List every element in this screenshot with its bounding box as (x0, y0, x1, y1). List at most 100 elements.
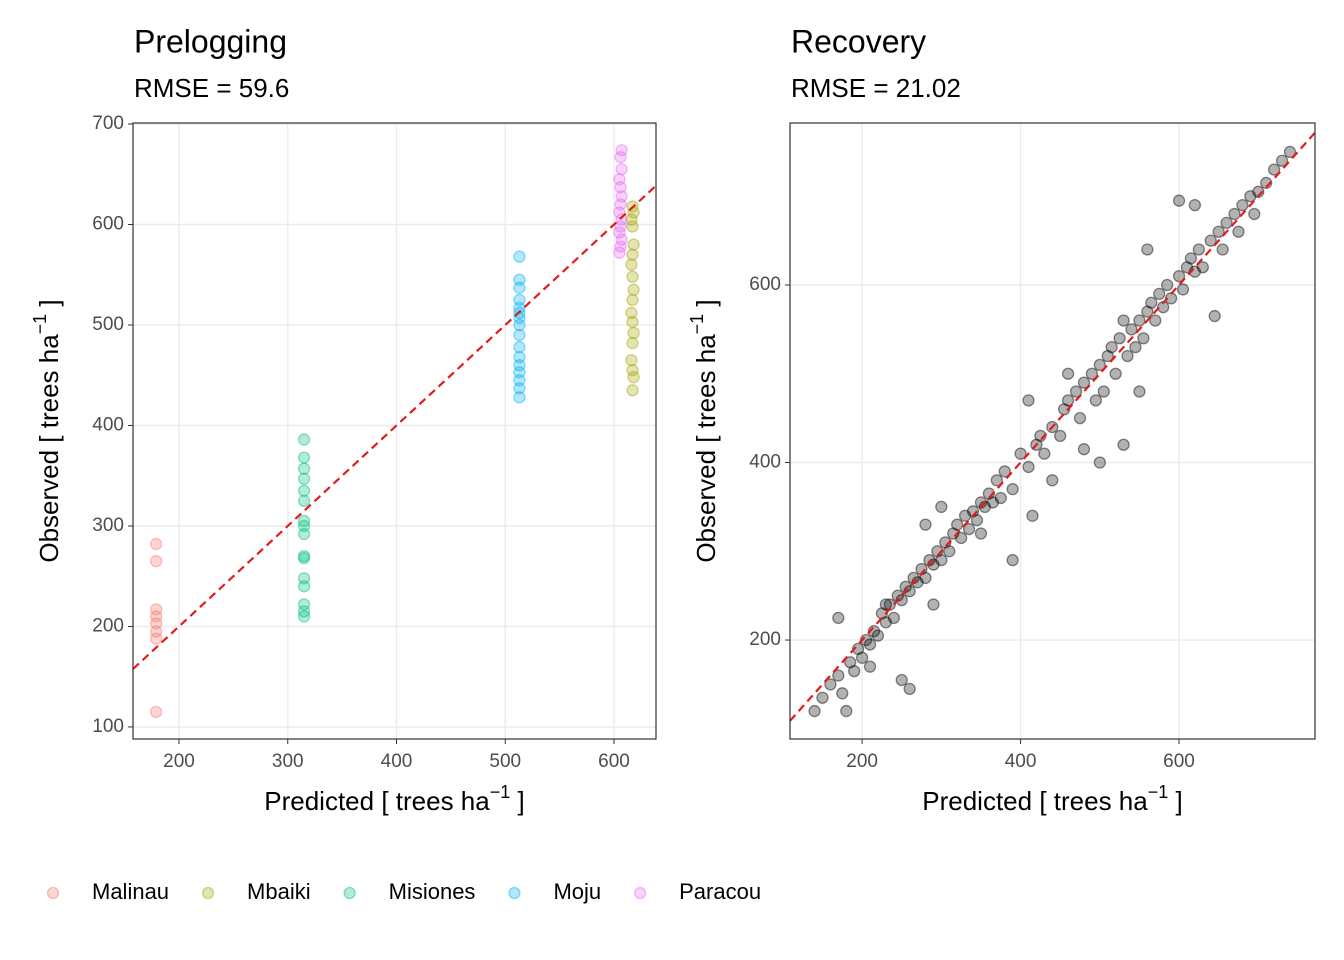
point (808, 704, 821, 718)
plot-border (132, 122, 657, 740)
point (513, 391, 526, 404)
point (824, 678, 837, 691)
point (1188, 198, 1202, 212)
point (994, 491, 1007, 505)
point (962, 522, 976, 536)
point (832, 611, 845, 624)
x-axis-title: Predicted [ trees ha−1 ] (264, 782, 524, 816)
point (513, 350, 526, 364)
point (970, 514, 984, 527)
point (614, 198, 627, 211)
panel: Recovery RMSE = 21.02 200 400 600 200 400 600 Pr… (687, 23, 1316, 816)
x-axis-title-sup: −1 (1148, 782, 1169, 802)
x-tick-label: 400 (381, 751, 413, 772)
point (615, 143, 628, 157)
point (627, 326, 640, 340)
point (150, 705, 163, 719)
point (615, 190, 628, 203)
y-tick-label: 400 (92, 414, 124, 435)
point (951, 518, 964, 531)
point (1176, 283, 1190, 296)
point (626, 220, 639, 233)
point (297, 462, 311, 475)
y-tick-label: 300 (92, 515, 124, 536)
point (1093, 358, 1106, 372)
y-tick-label: 400 (749, 452, 781, 473)
point (887, 611, 900, 624)
point (1077, 443, 1091, 456)
y-axis-title-sup: −1 (687, 314, 707, 335)
point (1145, 296, 1158, 309)
y-axis-title-sup: −1 (30, 314, 50, 335)
point (1153, 287, 1166, 301)
point (935, 500, 948, 514)
point (613, 226, 626, 239)
legend-key (343, 886, 356, 900)
y-tick-label: 200 (749, 629, 781, 650)
point (1137, 332, 1150, 345)
point (1180, 261, 1194, 274)
point (1054, 429, 1067, 443)
point (1216, 243, 1229, 256)
point (986, 496, 999, 509)
identity-line (789, 131, 1316, 722)
legend-label: Moju (553, 879, 601, 904)
chart-subtitle: RMSE = 21.02 (791, 73, 961, 103)
point (879, 598, 893, 611)
legend-label: Paracou (679, 879, 761, 904)
point (150, 554, 163, 568)
point (297, 610, 311, 623)
point (1141, 243, 1154, 256)
point (297, 549, 311, 563)
point (150, 625, 163, 638)
point (1232, 225, 1245, 238)
point (625, 354, 638, 367)
point (1109, 367, 1122, 380)
point (626, 336, 639, 350)
point (1129, 340, 1142, 354)
point (613, 206, 626, 219)
point (297, 433, 311, 446)
point (919, 571, 932, 585)
point (614, 220, 627, 233)
point (1022, 460, 1035, 474)
y-axis-title-end: ] (691, 299, 721, 313)
point (1022, 394, 1035, 407)
point (954, 531, 968, 545)
point (855, 651, 869, 664)
point (1267, 163, 1281, 176)
point (297, 494, 311, 507)
point (625, 258, 638, 271)
point (895, 593, 908, 607)
point (998, 465, 1011, 478)
panel: Prelogging RMSE = 59.6 200 300 400 500 600 100 2… (30, 23, 657, 816)
point (1105, 340, 1118, 354)
point (614, 151, 627, 164)
point (513, 250, 526, 263)
chart-subtitle: RMSE = 59.6 (134, 73, 289, 103)
point (614, 181, 627, 194)
y-tick-label: 200 (92, 615, 124, 636)
x-axis-title-text: Predicted [ trees ha (922, 786, 1148, 816)
point (615, 213, 628, 226)
point (990, 474, 1003, 487)
point (1089, 394, 1102, 407)
legend: Malinau Mbaiki Misiones Moju Paracou (46, 879, 761, 904)
x-axis-title-sup: −1 (490, 782, 511, 802)
point (1006, 482, 1019, 496)
y-tick-label: 500 (92, 314, 124, 335)
point (150, 632, 163, 645)
chart-title: Prelogging (134, 23, 287, 59)
legend-label: Misiones (389, 879, 476, 904)
point (297, 472, 311, 485)
point (626, 293, 639, 307)
point (919, 518, 932, 531)
point (895, 673, 908, 687)
point (297, 519, 311, 533)
legend-label: Malinau (92, 879, 169, 904)
legend-label: Mbaiki (247, 879, 311, 904)
point (1061, 367, 1075, 380)
point (1026, 509, 1039, 522)
point (513, 281, 526, 294)
point (1073, 411, 1087, 425)
